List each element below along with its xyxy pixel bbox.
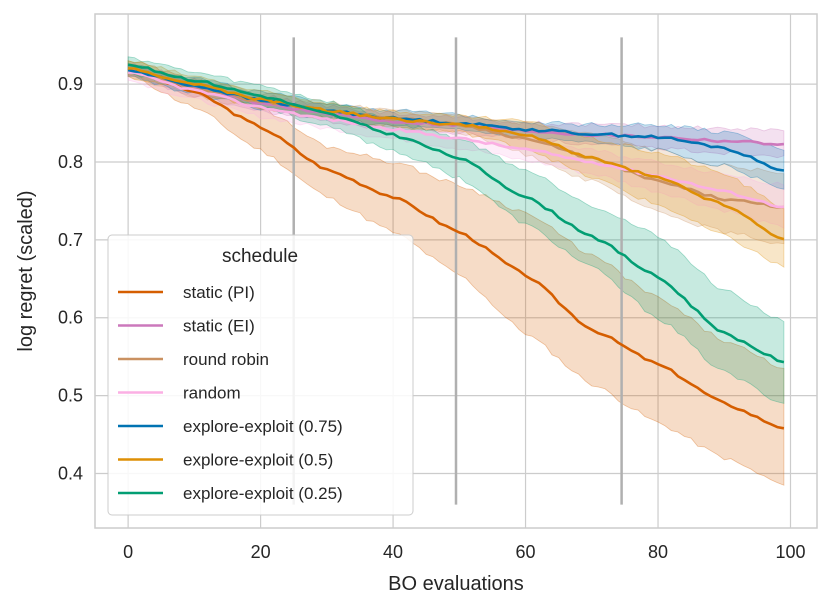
legend-title: schedule [222, 246, 298, 267]
legend-label: explore-exploit (0.25) [183, 484, 343, 503]
y-tick-label: 0.7 [58, 230, 83, 250]
series-line [128, 67, 785, 241]
legend-box [107, 234, 414, 516]
series-line [127, 63, 785, 364]
y-tick-labels: 0.4 0.5 0.6 0.7 0.8 0.9 [58, 74, 83, 483]
x-tick-label: 0 [123, 542, 133, 562]
y-tick-label: 0.9 [58, 74, 83, 94]
x-tick-label: 80 [648, 542, 668, 562]
legend-label: explore-exploit (0.5) [183, 451, 333, 470]
legend-label: explore-exploit (0.75) [183, 417, 343, 436]
x-tick-label: 40 [383, 542, 403, 562]
x-tick-label: 60 [516, 542, 536, 562]
y-tick-label: 0.6 [58, 308, 83, 328]
legend-label: round robin [183, 350, 269, 369]
x-tick-label: 20 [251, 542, 271, 562]
legend-label: random [183, 384, 241, 403]
series-line [127, 67, 785, 430]
legend-label: static (EI) [183, 317, 255, 336]
x-tick-label: 100 [775, 542, 805, 562]
legend-items: static (PI) static (EI) round robin random e… [118, 283, 343, 503]
y-axis-title: log regret (scaled) [15, 190, 37, 351]
confidence-band [127, 56, 785, 404]
x-axis-title: BO evaluations [388, 573, 524, 595]
legend-label: static (PI) [183, 283, 255, 302]
confidence-band [127, 63, 785, 159]
y-tick-label: 0.5 [58, 386, 83, 406]
x-tick-labels: 0 20 40 60 80 100 [123, 542, 805, 562]
y-tick-label: 0.4 [58, 463, 83, 483]
series-lines [127, 63, 785, 430]
series-line [128, 71, 784, 209]
y-tick-label: 0.8 [58, 152, 83, 172]
legend: schedule static (PI) static (EI) round rob… [107, 234, 414, 516]
